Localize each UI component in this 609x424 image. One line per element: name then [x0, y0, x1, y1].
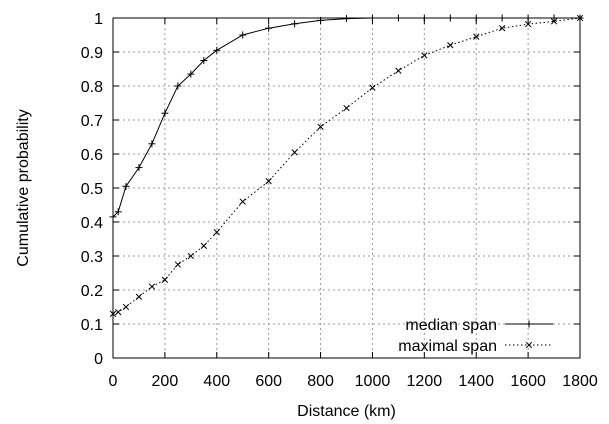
series-line-maximal-span [112, 17, 581, 315]
data-point-maximal-span [265, 178, 272, 185]
data-point-median-span [343, 15, 350, 23]
series-line-median-span [112, 17, 580, 218]
data-point-maximal-span [122, 303, 130, 311]
data-point-median-span [122, 182, 130, 190]
y-tick-label: 0.8 [81, 79, 103, 96]
cross-marker-b [135, 293, 143, 300]
x-tick-label: 800 [307, 373, 334, 390]
data-point-maximal-span [161, 276, 169, 283]
legend-marker-maximal-span [525, 341, 533, 349]
data-point-maximal-span [135, 293, 143, 300]
cross-marker-b [115, 308, 122, 316]
series-layer [109, 14, 584, 317]
x-tick-label: 1200 [407, 373, 443, 390]
cross-marker-b [213, 229, 220, 236]
series-median-span [109, 14, 584, 221]
cross-marker-b [317, 123, 324, 130]
data-point-maximal-span [148, 283, 156, 290]
data-point-maximal-span [291, 149, 298, 156]
y-tick-label: 0.5 [81, 181, 103, 198]
data-point-maximal-span [550, 18, 558, 25]
data-point-median-span [200, 57, 208, 64]
data-point-maximal-span [499, 25, 506, 32]
cross-marker-b [395, 67, 402, 74]
data-point-maximal-span [200, 242, 207, 249]
data-point-median-span [161, 109, 169, 117]
x-tick-label: 600 [255, 373, 282, 390]
data-point-maximal-span [187, 252, 194, 260]
y-tick-label: 0 [94, 351, 103, 368]
x-tick-label: 1600 [510, 373, 546, 390]
data-point-median-span [213, 46, 221, 54]
y-tick-label: 0.4 [81, 215, 103, 232]
y-tick-label: 0.7 [81, 113, 103, 130]
data-point-median-span [174, 82, 182, 90]
y-tick-label: 0.2 [81, 283, 103, 300]
data-point-maximal-span [473, 33, 480, 40]
cross-marker-b [421, 52, 428, 59]
x-tick-label: 1400 [458, 373, 494, 390]
data-point-maximal-span [115, 308, 122, 316]
data-point-median-span [148, 140, 156, 148]
cross-marker-b [291, 149, 298, 156]
data-point-maximal-span [395, 67, 402, 74]
y-tick-label: 0.1 [81, 317, 103, 334]
data-point-median-span [114, 208, 122, 216]
legend-samples [505, 320, 553, 349]
data-point-maximal-span [174, 261, 182, 268]
cross-marker-b [499, 25, 506, 32]
cross-marker-b [187, 252, 194, 260]
data-point-median-span [265, 24, 273, 32]
x-tick-label: 400 [203, 373, 230, 390]
cross-marker-b [174, 261, 182, 268]
data-point-maximal-span [239, 198, 246, 205]
x-tick-label: 1000 [355, 373, 391, 390]
data-point-maximal-span [421, 52, 428, 59]
y-tick-label: 0.9 [81, 45, 103, 62]
cross-marker-b [239, 198, 246, 205]
tick-labels: 0 200 400 600 800 1000 1200 1400 1600 1800 0 0.1 0.2… [81, 11, 598, 390]
x-tick-label: 1800 [562, 373, 598, 390]
series-maximal-span [109, 14, 584, 317]
data-point-maximal-span [317, 123, 324, 130]
data-point-maximal-span [447, 42, 454, 49]
data-point-maximal-span [213, 229, 220, 236]
cross-marker-b [525, 341, 533, 349]
cross-marker-b [550, 18, 558, 25]
cross-marker-b [265, 178, 272, 185]
cross-marker-b [148, 283, 156, 290]
legend-label-maximal-span: maximal span [398, 338, 497, 355]
data-point-median-span [291, 20, 299, 28]
legend: median span maximal span [398, 317, 553, 355]
y-tick-label: 0.3 [81, 249, 103, 266]
grid [113, 18, 580, 358]
data-point-maximal-span [343, 104, 350, 112]
tick-marks [112, 17, 581, 359]
cross-marker-b [369, 84, 376, 91]
x-tick-label: 0 [109, 373, 118, 390]
cross-marker-b [200, 242, 207, 249]
cross-marker-b [473, 33, 480, 40]
cross-marker-b [524, 20, 532, 28]
data-point-maximal-span [369, 84, 376, 91]
data-point-median-span [239, 31, 247, 39]
cross-marker-b [447, 42, 454, 49]
y-tick-label: 0.6 [81, 147, 103, 164]
legend-label-median-span: median span [405, 317, 497, 334]
data-point-median-span [187, 70, 195, 78]
x-tick-label: 200 [152, 373, 179, 390]
y-tick-label: 1 [94, 11, 103, 28]
legend-marker-median-span [525, 320, 533, 328]
cross-marker-b [343, 104, 350, 112]
x-axis-label: Distance (km) [297, 403, 396, 420]
data-point-median-span [135, 164, 143, 172]
cross-marker-b [161, 276, 169, 283]
data-point-maximal-span [524, 20, 532, 28]
y-axis-label: Cumulative probability [15, 109, 32, 266]
cross-marker-b [122, 303, 130, 311]
